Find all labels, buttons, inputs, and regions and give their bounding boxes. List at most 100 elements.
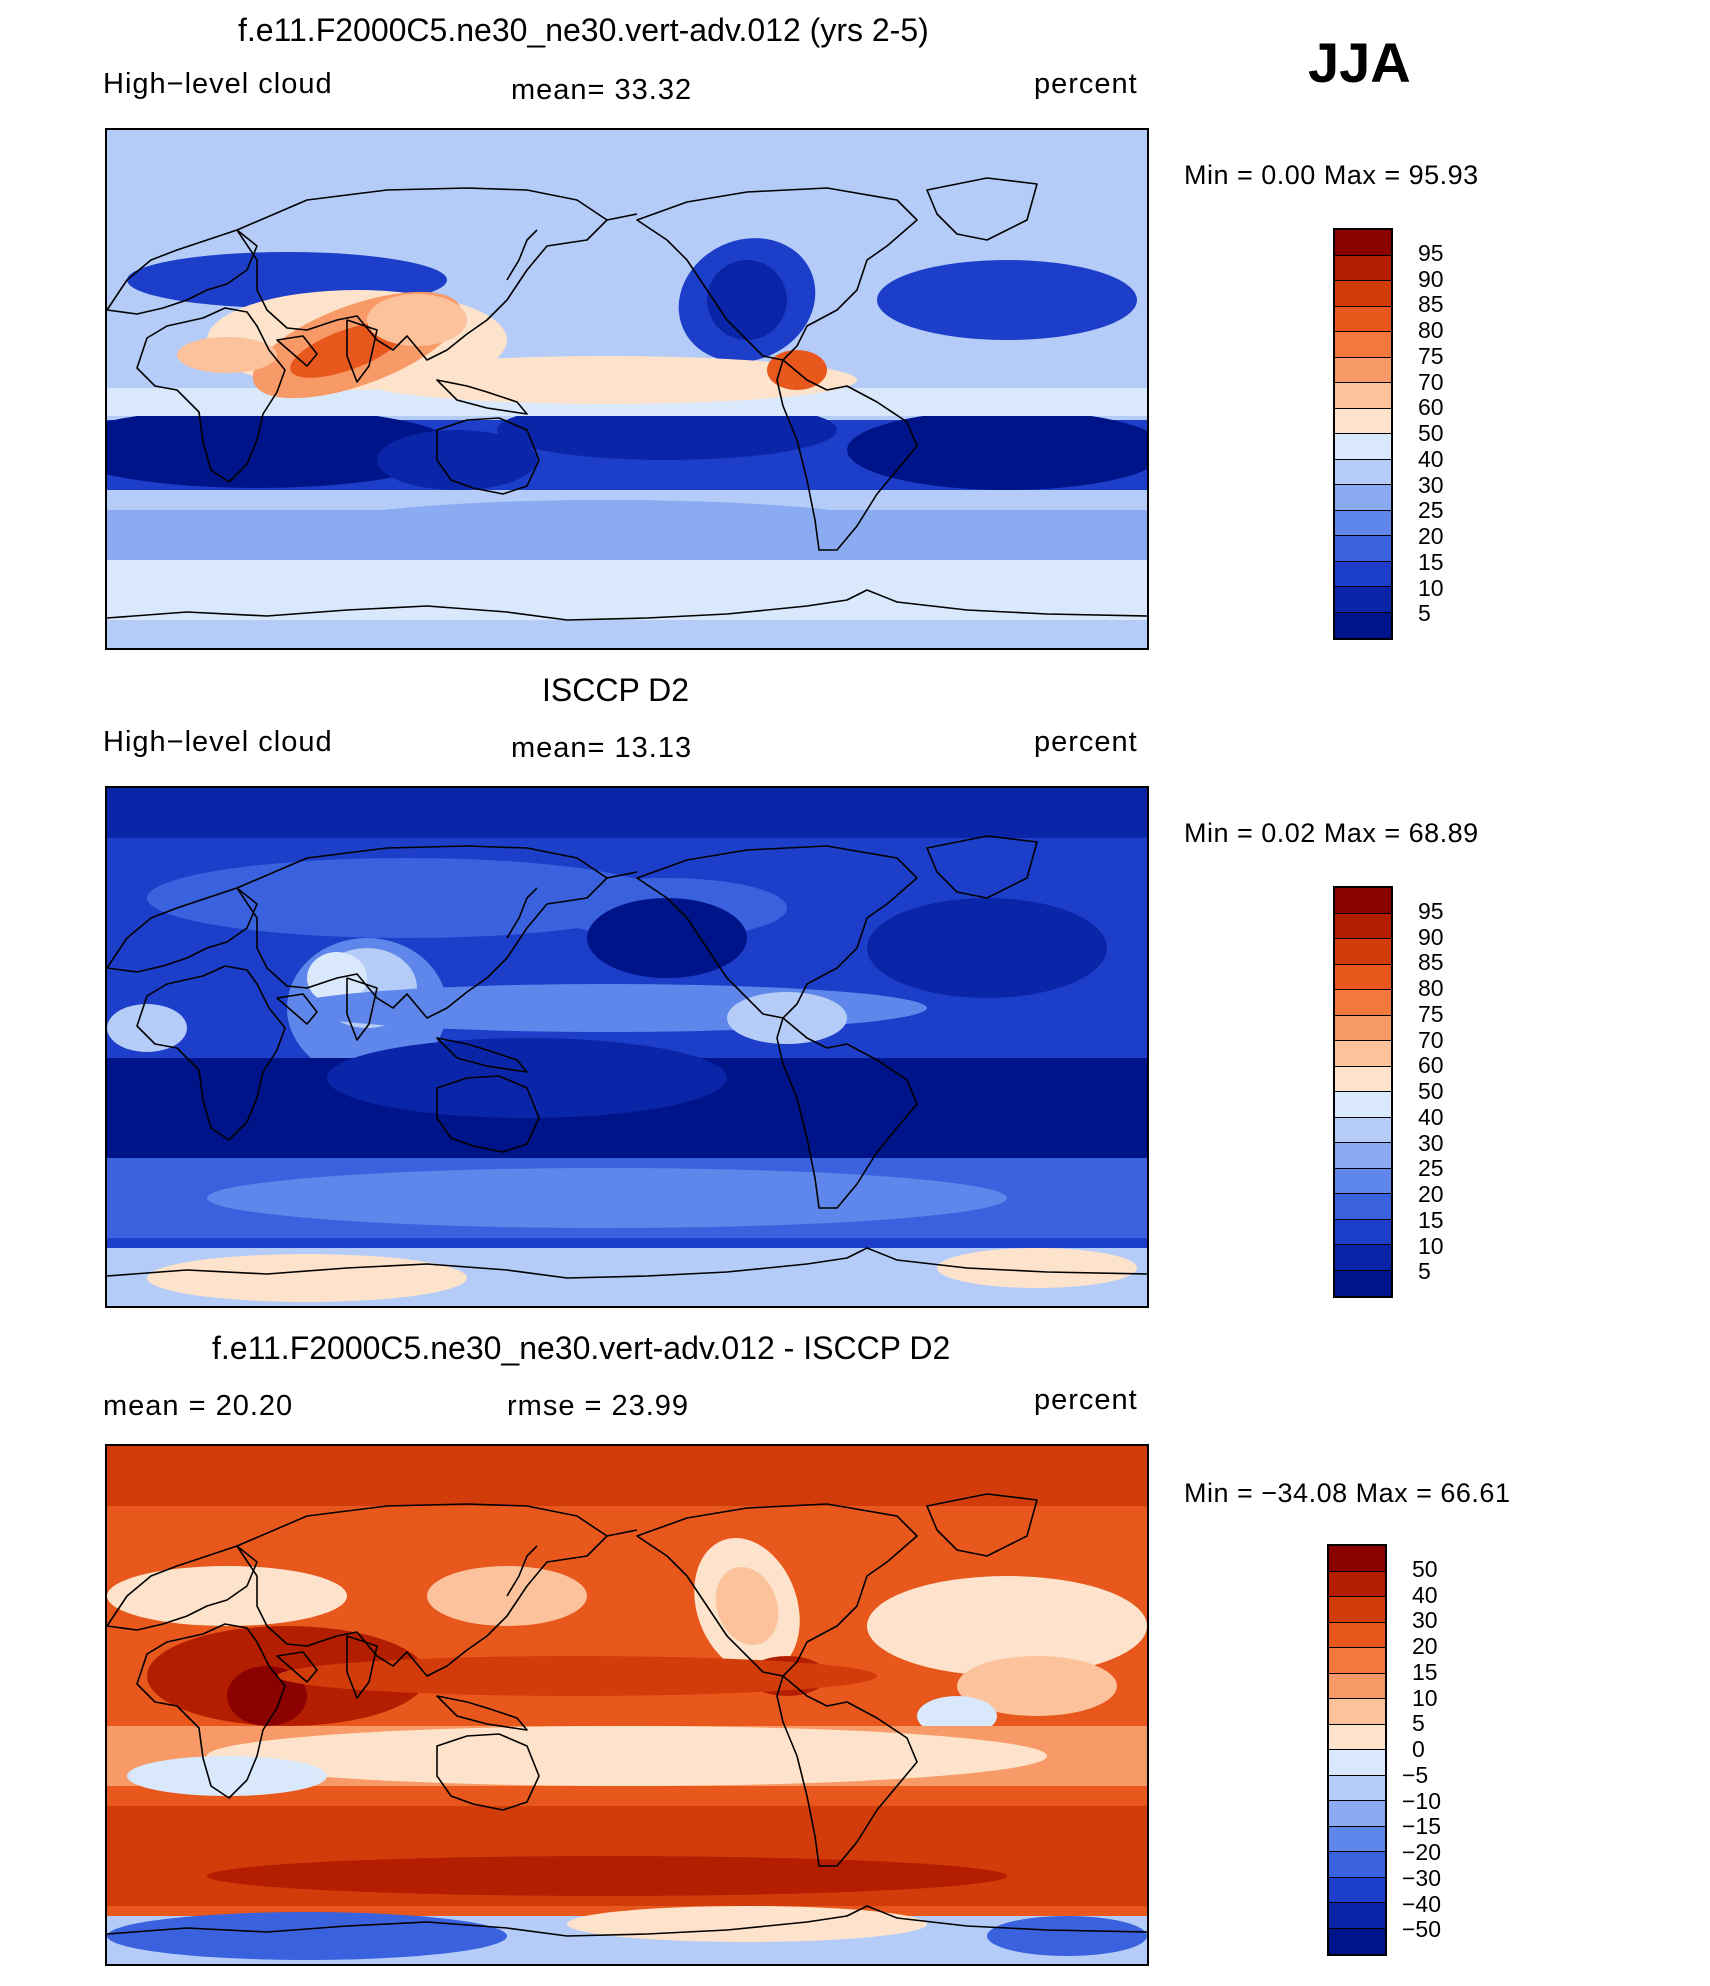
colorbar-tick-label: 40: [1418, 1103, 1444, 1130]
colorbar-tick-label: 85: [1418, 291, 1444, 318]
colorbar-swatch: [1335, 964, 1391, 990]
colorbar-swatch: [1335, 383, 1391, 409]
colorbar-tick-label: 5: [1412, 1710, 1425, 1737]
colorbar-tick-label: 10: [1418, 574, 1444, 601]
colorbar-swatch: [1335, 1194, 1391, 1220]
colorbar-swatch: [1335, 459, 1391, 485]
panel-2-mean: mean= 13.13: [511, 732, 693, 764]
colorbar-swatch: [1335, 510, 1391, 536]
colorbar-swatch: [1335, 1219, 1391, 1245]
colorbar-swatch: [1335, 612, 1391, 638]
panel-2-units: percent: [1034, 726, 1138, 758]
panel-1-colorbar: [1333, 228, 1393, 640]
colorbar-tick-label: 80: [1418, 317, 1444, 343]
colorbar-tick-label: 20: [1418, 523, 1444, 549]
colorbar-swatch: [1335, 888, 1391, 914]
colorbar-tick-label: 50: [1412, 1555, 1438, 1582]
colorbar-tick-label: 20: [1418, 1181, 1444, 1207]
colorbar-tick-label: 75: [1418, 1000, 1444, 1027]
panel-2-map: [105, 786, 1149, 1308]
colorbar-swatch: [1335, 1092, 1391, 1118]
colorbar-swatch: [1329, 1546, 1385, 1572]
colorbar-tick-label: 15: [1418, 548, 1444, 575]
colorbar-tick-label: 25: [1418, 497, 1444, 524]
panel-1-minmax: Min = 0.00 Max = 95.93: [1184, 160, 1479, 190]
colorbar-tick-label: 40: [1412, 1581, 1438, 1608]
colorbar-swatch: [1335, 408, 1391, 434]
colorbar-tick-label: 50: [1418, 420, 1444, 446]
colorbar-tick-label: 30: [1412, 1607, 1438, 1634]
panel-3-title: f.e11.F2000C5.ne30_ne30.vert-adv.012 - I…: [212, 1330, 951, 1366]
colorbar-swatch: [1329, 1673, 1385, 1699]
colorbar-tick-label: 15: [1418, 1206, 1444, 1233]
colorbar-tick-label: 75: [1418, 342, 1444, 369]
colorbar-tick-label: 60: [1418, 1052, 1444, 1079]
colorbar-tick-label: 60: [1418, 394, 1444, 421]
colorbar-swatch: [1329, 1928, 1385, 1954]
colorbar-tick-label: 20: [1412, 1633, 1438, 1659]
colorbar-tick-label: 70: [1418, 368, 1444, 395]
panel-1-mean: mean= 33.32: [511, 74, 693, 106]
colorbar-swatch: [1335, 587, 1391, 613]
colorbar-swatch: [1335, 434, 1391, 460]
colorbar-swatch: [1329, 1903, 1385, 1929]
season-label: JJA: [1308, 31, 1411, 94]
panel-2-title: ISCCP D2: [542, 672, 690, 708]
panel-1-units: percent: [1034, 68, 1138, 100]
colorbar-swatch: [1335, 255, 1391, 281]
colorbar-swatch: [1335, 1117, 1391, 1143]
colorbar-swatch: [1335, 281, 1391, 307]
panel-3-minmax: Min = −34.08 Max = 66.61: [1184, 1478, 1511, 1508]
panel-2-variable: High−level cloud: [103, 726, 333, 758]
colorbar-tick-label: 10: [1412, 1684, 1438, 1711]
colorbar-swatch: [1329, 1724, 1385, 1750]
colorbar-swatch: [1335, 536, 1391, 562]
colorbar-swatch: [1329, 1699, 1385, 1725]
colorbar-tick-label: −40: [1402, 1890, 1442, 1917]
panel-3-units: percent: [1034, 1384, 1138, 1416]
colorbar-tick-label: 25: [1418, 1155, 1444, 1182]
colorbar-swatch: [1335, 332, 1391, 358]
colorbar-tick-label: −50: [1402, 1916, 1442, 1943]
colorbar-swatch: [1335, 1143, 1391, 1169]
colorbar-swatch: [1329, 1622, 1385, 1648]
colorbar-tick-label: 85: [1418, 949, 1444, 976]
colorbar-swatch: [1329, 1852, 1385, 1878]
colorbar-swatch: [1335, 1066, 1391, 1092]
colorbar-tick-label: −15: [1402, 1813, 1442, 1840]
colorbar-swatch: [1335, 1041, 1391, 1067]
colorbar-swatch: [1329, 1826, 1385, 1852]
colorbar-tick-label: 95: [1418, 897, 1444, 924]
panel-1-map: [105, 128, 1149, 650]
colorbar-swatch: [1335, 1168, 1391, 1194]
colorbar-tick-label: 0: [1412, 1736, 1425, 1762]
colorbar-tick-label: 90: [1418, 265, 1444, 292]
colorbar-tick-label: −5: [1402, 1761, 1429, 1788]
panel-1-title: f.e11.F2000C5.ne30_ne30.vert-adv.012 (yr…: [238, 12, 929, 48]
colorbar-tick-label: 30: [1418, 1129, 1444, 1156]
colorbar-swatch: [1329, 1571, 1385, 1597]
colorbar-tick-label: 5: [1418, 600, 1431, 627]
colorbar-tick-label: 5: [1418, 1258, 1431, 1285]
colorbar-swatch: [1335, 913, 1391, 939]
panel-3-mean: mean = 20.20: [103, 1390, 294, 1422]
colorbar-swatch: [1335, 1270, 1391, 1296]
panel-2-colorbar: [1333, 886, 1393, 1298]
panel-3-map-field: [107, 1446, 1147, 1964]
colorbar-swatch: [1335, 357, 1391, 383]
panel-2-minmax: Min = 0.02 Max = 68.89: [1184, 818, 1479, 848]
colorbar-tick-label: −20: [1402, 1839, 1442, 1865]
colorbar-swatch: [1335, 561, 1391, 587]
colorbar-tick-label: 30: [1418, 471, 1444, 498]
colorbar-swatch: [1335, 990, 1391, 1016]
panel-3-map: [105, 1444, 1149, 1966]
colorbar-swatch: [1329, 1597, 1385, 1623]
colorbar-tick-label: 95: [1418, 239, 1444, 266]
colorbar-tick-label: 70: [1418, 1026, 1444, 1053]
panel-1-variable: High−level cloud: [103, 68, 333, 100]
colorbar-tick-label: 80: [1418, 975, 1444, 1001]
panel-2-map-field: [107, 788, 1147, 1306]
colorbar-swatch: [1329, 1877, 1385, 1903]
colorbar-swatch: [1335, 1245, 1391, 1271]
colorbar-swatch: [1335, 485, 1391, 511]
